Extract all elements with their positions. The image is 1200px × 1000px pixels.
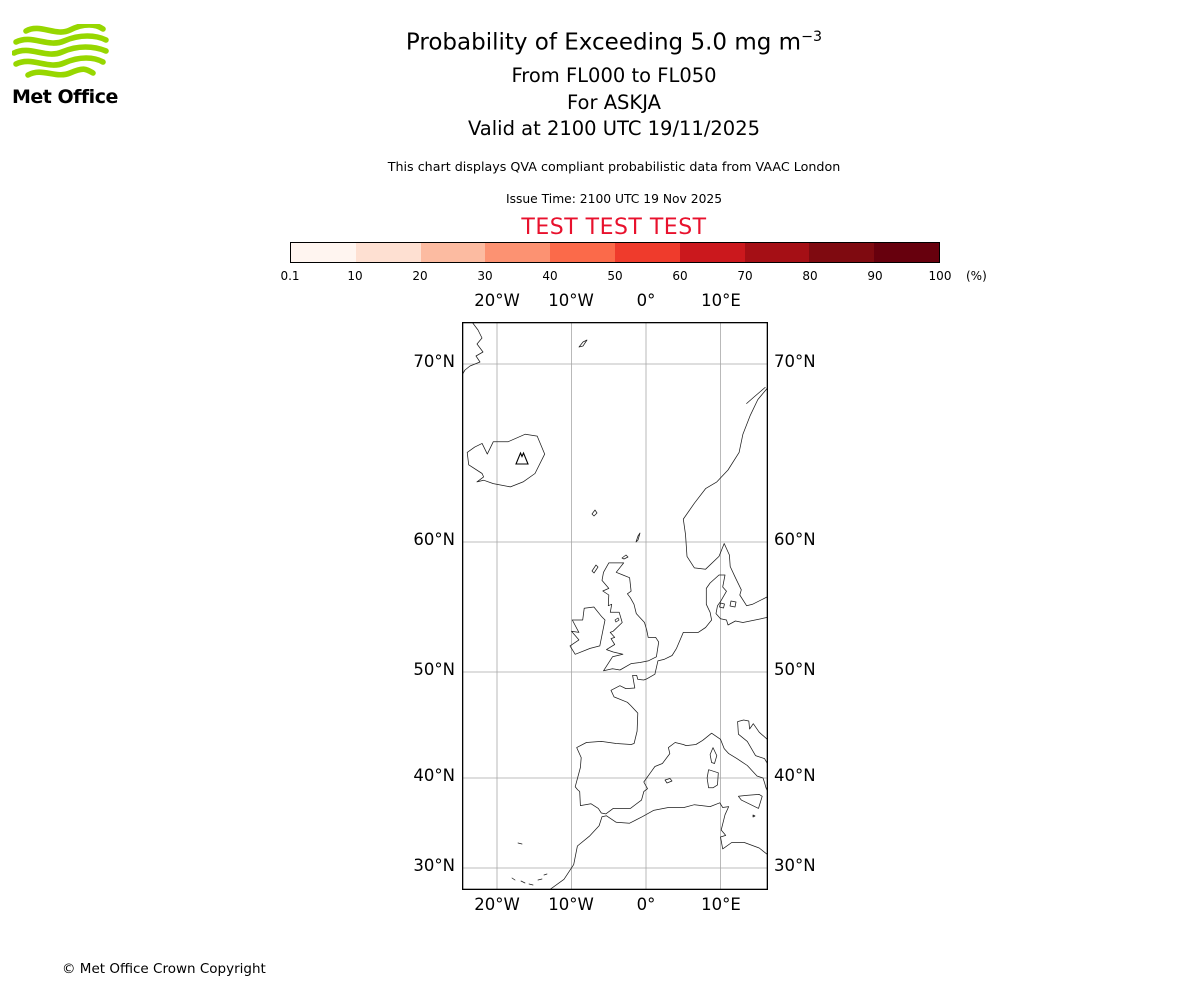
map-border (462, 322, 768, 890)
lon-label-top: 10°E (701, 291, 741, 310)
coast-greenland (462, 322, 484, 376)
coast-corsica (709, 747, 718, 764)
coast-zealand (729, 600, 737, 608)
coast-great-britain (601, 562, 660, 672)
colorbar-segment (679, 243, 745, 262)
lat-label-right: 60°N (774, 530, 816, 549)
colorbar-tick-label: 50 (607, 269, 623, 283)
qva-note: This chart displays QVA compliant probab… (387, 159, 841, 174)
colorbar-tick-label: 0.1 (280, 269, 300, 283)
coast-hebrides (591, 564, 599, 574)
coast-sicily (738, 794, 763, 809)
coast-shetland (635, 532, 641, 543)
graticule-grid (462, 322, 768, 890)
lon-label-bottom: 10°E (701, 895, 741, 914)
met-office-wordmark: Met Office (12, 86, 118, 108)
met-office-waves-icon (12, 24, 109, 78)
lat-label-left: 60°N (413, 530, 455, 549)
valid-time-line: Valid at 2100 UTC 19/11/2025 (467, 117, 761, 140)
lon-label-top: 10°W (548, 291, 594, 310)
lat-label-left: 40°N (413, 766, 455, 785)
lat-label-right: 50°N (774, 660, 816, 679)
colorbar-tick-label: 30 (477, 269, 493, 283)
lat-label-right: 40°N (774, 766, 816, 785)
coast-orkney (621, 554, 629, 560)
coast-ireland (569, 606, 606, 655)
colorbar-segment (485, 243, 551, 262)
lat-label-right: 30°N (774, 856, 816, 875)
colorbar-segment (744, 243, 810, 262)
volcano-name-line: For ASKJA (567, 90, 661, 114)
coast-norway-sweden (682, 387, 768, 607)
lat-label-right: 70°N (774, 352, 816, 371)
lon-label-bottom: 20°W (474, 895, 520, 914)
colorbar-segment (355, 243, 421, 262)
colorbar-tick-label: 70 (737, 269, 753, 283)
colorbar-segment (874, 243, 939, 262)
probability-colorbar (290, 242, 940, 263)
coastlines (462, 322, 768, 890)
met-office-logo: Met Office (12, 24, 122, 108)
coast-sardinia (706, 769, 719, 789)
flight-level-range: From FL000 to FL050 (511, 64, 717, 87)
copyright-notice: © Met Office Crown Copyright (62, 961, 266, 977)
colorbar-tick-label: 60 (672, 269, 688, 283)
colorbar-tick-label: 40 (542, 269, 558, 283)
lat-label-left: 50°N (413, 660, 455, 679)
coast-funen (719, 602, 725, 609)
coast-lofoten (746, 387, 766, 404)
volcano-marker-icon (515, 451, 529, 465)
coast-madeira (517, 842, 523, 845)
coast-isle-of-man (614, 617, 620, 623)
colorbar-segment (614, 243, 680, 262)
colorbar-tick-label: 90 (867, 269, 883, 283)
coast-malta (752, 814, 756, 818)
colorbar-segment (809, 243, 875, 262)
test-banner: TEST TEST TEST (521, 215, 707, 240)
lon-label-top: 20°W (474, 291, 520, 310)
lon-label-bottom: 0° (636, 895, 656, 914)
coast-adriatic (737, 719, 768, 765)
colorbar-tick-label: 10 (347, 269, 363, 283)
colorbar-tick-label: 100 (928, 269, 952, 283)
colorbar-tick-label: 20 (412, 269, 428, 283)
header-subtitles: From FL000 to FL050 For ASKJA Valid at 2… (14, 63, 1200, 143)
lat-label-left: 30°N (413, 856, 455, 875)
coast-continental-europe (574, 574, 768, 815)
title-exponent: −3 (801, 29, 823, 45)
colorbar-segment (420, 243, 486, 262)
coast-jan-mayen (578, 339, 588, 348)
coast-canary-islands (511, 873, 548, 886)
coast-north-africa (548, 802, 768, 890)
colorbar-unit-label: (%) (966, 269, 987, 283)
coast-iceland (466, 433, 546, 488)
lon-label-top: 0° (636, 291, 656, 310)
colorbar-tick-label: 80 (802, 269, 818, 283)
coast-faroe (591, 509, 598, 517)
issue-time: Issue Time: 2100 UTC 19 Nov 2025 (505, 192, 723, 206)
map-panel (462, 322, 768, 890)
colorbar-segment (550, 243, 615, 262)
lat-label-left: 70°N (413, 352, 455, 371)
europe-map (462, 322, 768, 890)
colorbar-segment (291, 243, 356, 262)
page-title: Probability of Exceeding 5.0 mg m−3 (405, 29, 823, 56)
coast-mallorca (664, 778, 673, 784)
lon-label-bottom: 10°W (548, 895, 594, 914)
